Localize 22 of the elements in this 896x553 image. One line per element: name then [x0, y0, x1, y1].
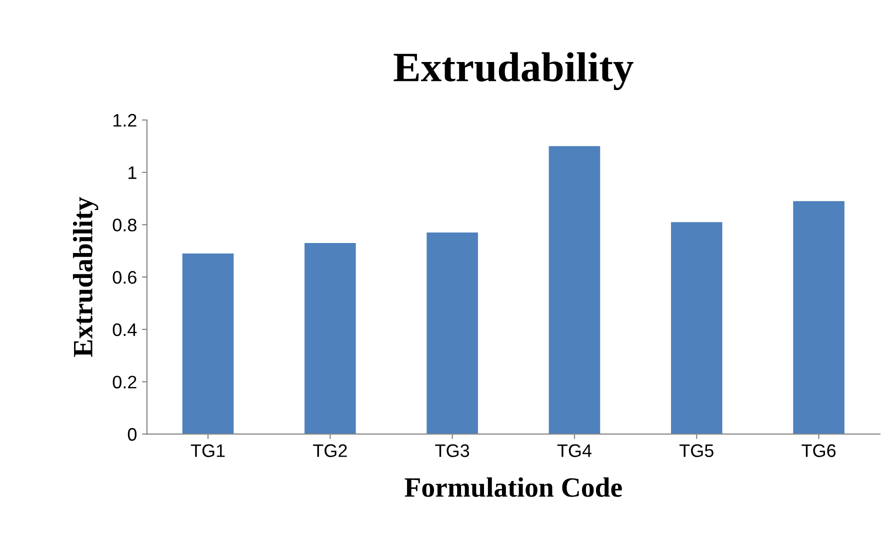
- x-tick-label: TG6: [802, 444, 836, 458]
- x-tick-label: TG4: [557, 444, 592, 458]
- x-tick-label: TG5: [679, 444, 714, 458]
- y-tick-label: 0: [128, 428, 137, 441]
- y-tick-label: 0.8: [112, 218, 136, 232]
- x-tick-label: TG1: [190, 444, 225, 458]
- y-axis-title: Extrudability: [72, 197, 98, 357]
- x-tick-label: TG2: [313, 444, 347, 458]
- bar: [426, 232, 478, 434]
- bar: [304, 243, 356, 434]
- y-tick-label: 0.2: [112, 376, 136, 388]
- y-tick-label: 1: [128, 166, 136, 179]
- chart-title: Extrudability: [394, 52, 634, 90]
- x-axis-title: Formulation Code: [404, 477, 622, 497]
- y-tick-label: 0.6: [112, 270, 136, 284]
- bar: [548, 146, 600, 434]
- bar: [182, 253, 234, 434]
- y-tick-label: 0.4: [112, 323, 137, 336]
- y-tick-label: 1.2: [114, 114, 136, 127]
- bar: [793, 201, 844, 434]
- bar: [670, 222, 722, 434]
- x-tick-label: TG3: [435, 444, 470, 458]
